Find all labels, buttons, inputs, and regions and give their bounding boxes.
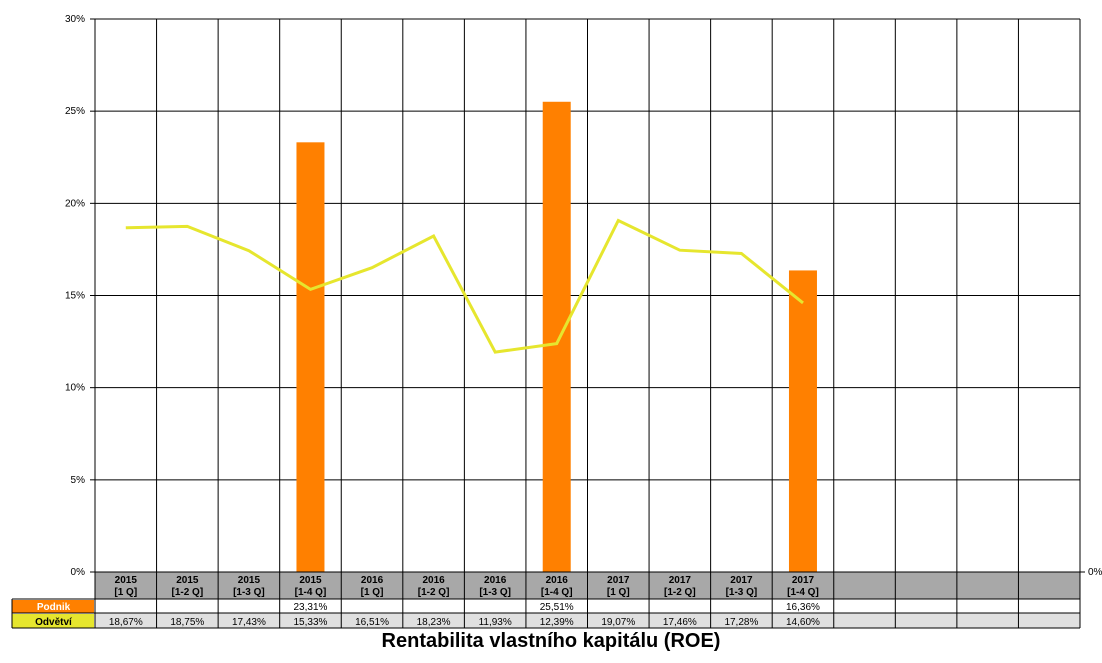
y-tick-label: 30%: [65, 14, 85, 25]
odvetvi-value-label: 17,28%: [724, 617, 758, 628]
y-tick-label: 5%: [71, 475, 86, 486]
category-period-label: [1-3 Q]: [233, 587, 265, 598]
odvetvi-value-label: 15,33%: [294, 617, 328, 628]
y-tick-label: 0%: [71, 567, 86, 578]
y-tick-label: 15%: [65, 291, 85, 302]
category-year-label: 2017: [792, 575, 815, 586]
category-year-label: 2015: [238, 575, 261, 586]
roe-chart: 0%5%10%15%20%25%30%0% PodnikOdvětví2015[…: [11, 14, 1102, 629]
category-period-label: [1-2 Q]: [418, 587, 450, 598]
odvetvi-value-label: 17,46%: [663, 617, 697, 628]
axis-layer: 0% 5% 10% 15% 20% 25% 30% 0%: [65, 14, 1102, 578]
podnik-value-label: 16,36%: [786, 602, 820, 613]
bar-podnik: [788, 270, 817, 572]
odvetvi-line: [125, 218, 804, 354]
category-period-label: [1-3 Q]: [726, 587, 758, 598]
grid-layer: [90, 18, 1085, 573]
odvetvi-value-label: 12,39%: [540, 617, 574, 628]
category-year-label: 2017: [730, 575, 753, 586]
category-period-label: [1 Q]: [114, 587, 137, 598]
odvetvi-label-cell: [12, 614, 94, 628]
odvetvi-value-label: 18,23%: [417, 617, 451, 628]
category-period-label: [1 Q]: [361, 587, 384, 598]
category-year-label: 2015: [176, 575, 199, 586]
category-year-label: 2016: [361, 575, 384, 586]
bar-podnik: [296, 142, 325, 572]
category-period-label: [1-4 Q]: [541, 587, 573, 598]
category-period-label: [1-4 Q]: [787, 587, 819, 598]
category-year-label: 2015: [299, 575, 322, 586]
category-period-label: [1 Q]: [607, 587, 630, 598]
odvetvi-value-label: 11,93%: [479, 617, 512, 628]
odvetvi-value-label: 19,07%: [601, 617, 635, 628]
y-tick-label: 10%: [65, 383, 85, 394]
category-period-label: [1-2 Q]: [172, 587, 204, 598]
legend-podnik: Podnik: [37, 602, 71, 613]
odvetvi-value-label: 14,60%: [786, 617, 820, 628]
odvetvi-value-label: 16,51%: [355, 617, 389, 628]
bar-podnik: [542, 101, 571, 573]
category-year-label: 2016: [422, 575, 445, 586]
y-tick-label: 25%: [65, 106, 85, 117]
odvetvi-value-label: 18,67%: [109, 617, 143, 628]
legend-odvetvi: Odvětví: [35, 617, 73, 628]
category-period-label: [1-3 Q]: [479, 587, 511, 598]
podnik-label-cell: [12, 600, 94, 613]
line-layer: [125, 218, 804, 354]
podnik-value-label: 25,51%: [540, 602, 574, 613]
category-year-label: 2016: [546, 575, 569, 586]
category-year-label: 2015: [115, 575, 138, 586]
y-tick-label: 20%: [65, 198, 85, 209]
category-year-label: 2017: [669, 575, 692, 586]
category-year-label: 2017: [607, 575, 630, 586]
right-tick-label: 0%: [1088, 567, 1102, 578]
category-year-label: 2016: [484, 575, 507, 586]
odvetvi-value-label: 17,43%: [232, 617, 266, 628]
bars-layer: [296, 101, 817, 573]
podnik-value-label: 23,31%: [294, 602, 328, 613]
category-period-label: [1-2 Q]: [664, 587, 696, 598]
chart-title: Rentabilita vlastního kapitálu (ROE): [381, 630, 721, 652]
odvetvi-value-label: 18,75%: [170, 617, 204, 628]
category-period-label: [1-4 Q]: [295, 587, 327, 598]
